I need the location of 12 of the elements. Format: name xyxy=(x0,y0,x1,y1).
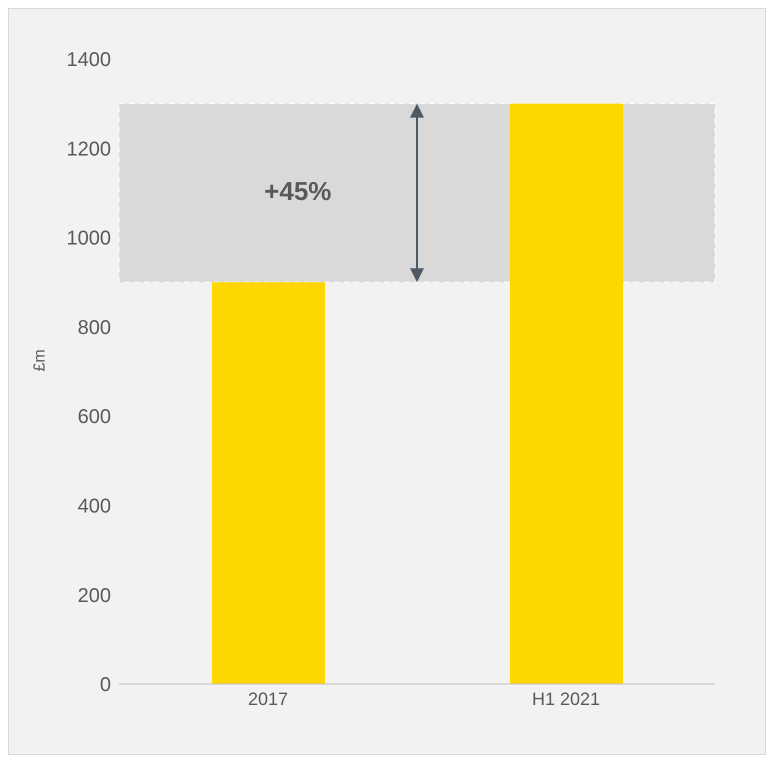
y-tick-label: 800 xyxy=(78,316,111,339)
y-tick-label: 1400 xyxy=(66,49,111,72)
x-tick-label: H1 2021 xyxy=(532,688,600,709)
y-tick-label: 600 xyxy=(78,406,111,428)
y-tick-label: 1200 xyxy=(66,138,111,160)
x-tick-label: 2017 xyxy=(248,688,288,709)
y-axis-title: £m xyxy=(32,349,49,372)
y-tick-label: 400 xyxy=(78,496,111,518)
y-tick-label: 0 xyxy=(100,674,111,696)
y-tick-label: 200 xyxy=(78,584,111,607)
y-tick-label: 1000 xyxy=(66,228,111,250)
band-label: +45% xyxy=(264,176,332,206)
